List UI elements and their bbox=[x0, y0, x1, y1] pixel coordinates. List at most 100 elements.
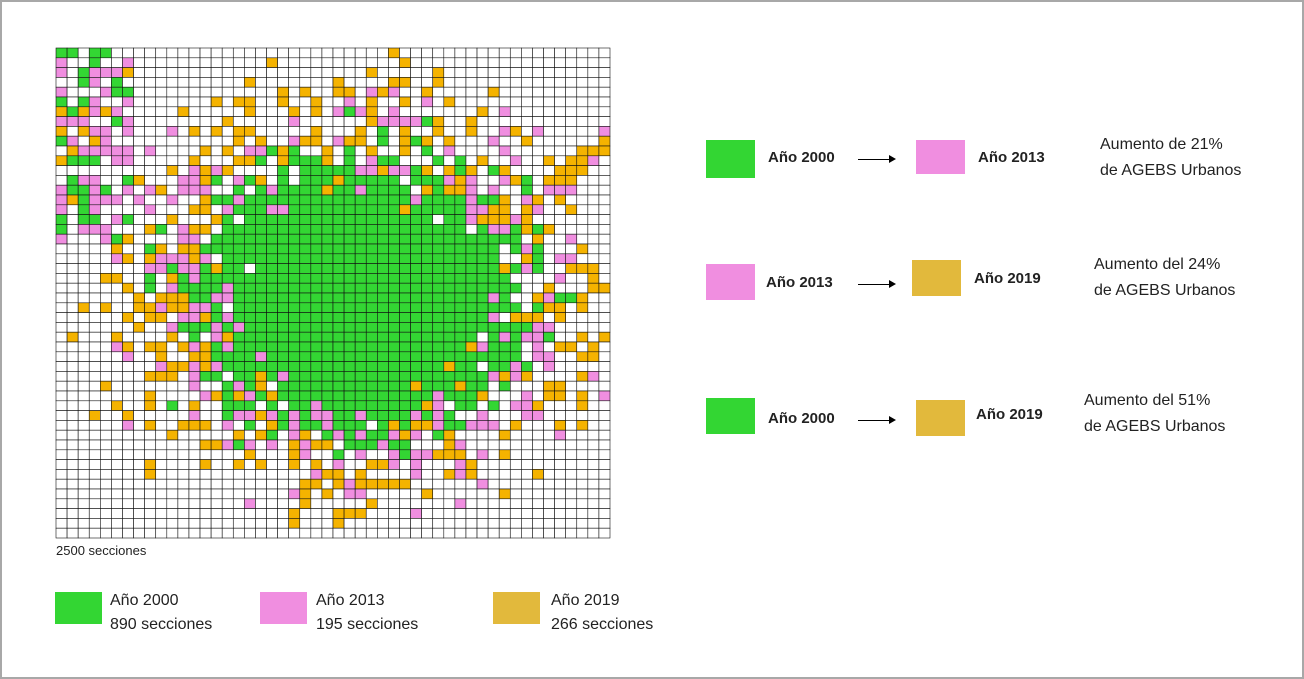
grid-cell bbox=[299, 322, 312, 333]
grid-cell bbox=[255, 410, 267, 421]
grid-cell bbox=[288, 243, 301, 255]
grid-cell bbox=[288, 449, 301, 460]
grid-cell bbox=[465, 312, 478, 323]
grid-cell bbox=[88, 282, 101, 294]
grid-cell bbox=[332, 243, 345, 255]
grid-cell bbox=[587, 341, 600, 353]
grid-cell bbox=[232, 410, 245, 421]
grid-cell bbox=[354, 292, 367, 304]
grid-cell bbox=[454, 155, 467, 166]
grid-cell bbox=[144, 498, 157, 509]
grid-cell bbox=[177, 488, 190, 500]
grid-cell bbox=[509, 498, 522, 509]
grid-cell bbox=[543, 67, 555, 78]
grid-cell bbox=[232, 47, 245, 59]
grid-cell bbox=[122, 351, 134, 362]
grid-cell bbox=[199, 518, 212, 529]
grid-cell bbox=[509, 253, 522, 264]
grid-cell bbox=[454, 243, 467, 255]
grid-cell bbox=[410, 233, 422, 245]
grid-cell bbox=[122, 214, 134, 225]
to-label: Año 2019 bbox=[974, 270, 1041, 287]
grid-cell bbox=[432, 165, 445, 176]
grid-cell bbox=[399, 361, 411, 372]
grid-cell bbox=[532, 322, 544, 333]
grid-cell bbox=[465, 380, 478, 392]
grid-cell bbox=[310, 47, 323, 59]
grid-cell bbox=[111, 527, 123, 539]
grid-cell bbox=[543, 135, 555, 147]
grid-cell bbox=[498, 175, 511, 186]
grid-cell bbox=[354, 57, 367, 68]
grid-cell bbox=[598, 175, 611, 186]
grid-cell bbox=[377, 273, 389, 284]
grid-cell bbox=[221, 135, 234, 147]
grid-cell bbox=[299, 469, 312, 480]
description: de AGEBS Urbanos bbox=[1100, 162, 1242, 179]
grid-cell bbox=[476, 86, 489, 98]
grid-cell bbox=[521, 116, 533, 127]
grid-cell bbox=[388, 126, 400, 137]
grid-cell bbox=[421, 459, 434, 470]
grid-cell bbox=[465, 282, 478, 294]
grid-cell bbox=[188, 380, 201, 392]
grid-cell bbox=[587, 106, 600, 117]
grid-cell bbox=[487, 498, 500, 509]
grid-cell bbox=[232, 459, 245, 470]
grid-cell bbox=[188, 86, 201, 98]
grid-cell bbox=[598, 508, 611, 519]
grid-cell bbox=[587, 429, 600, 441]
grid-cell bbox=[532, 243, 544, 255]
grid-cell bbox=[111, 47, 123, 59]
grid-cell bbox=[432, 341, 445, 353]
grid-cell bbox=[354, 302, 367, 313]
grid-cell bbox=[55, 224, 68, 235]
grid-cell bbox=[88, 518, 101, 529]
grid-cell bbox=[244, 508, 256, 519]
grid-cell bbox=[66, 263, 79, 274]
grid-cell bbox=[598, 371, 611, 382]
grid-cell bbox=[299, 253, 312, 264]
grid-cell bbox=[388, 380, 400, 392]
grid-cell bbox=[421, 420, 434, 431]
grid-cell bbox=[277, 194, 289, 206]
grid-cell bbox=[521, 175, 533, 186]
grid-cell bbox=[310, 292, 323, 304]
grid-cell bbox=[532, 47, 544, 59]
grid-cell bbox=[410, 410, 422, 421]
grid-cell bbox=[199, 478, 212, 490]
grid-cell bbox=[255, 96, 267, 108]
grid-cell bbox=[465, 263, 478, 274]
grid-cell bbox=[354, 361, 367, 372]
grid-cell bbox=[255, 420, 267, 431]
grid-cell bbox=[88, 390, 101, 402]
grid-cell bbox=[310, 449, 323, 460]
grid-cell bbox=[244, 439, 256, 451]
grid-cell bbox=[476, 429, 489, 441]
grid-cell bbox=[343, 155, 356, 166]
grid-cell bbox=[443, 331, 456, 343]
grid-cell bbox=[388, 253, 400, 264]
grid-cell bbox=[255, 86, 267, 98]
grid-cell bbox=[288, 135, 301, 147]
grid-cell bbox=[576, 243, 589, 255]
grid-cell bbox=[122, 155, 134, 166]
grid-cell bbox=[487, 126, 500, 137]
grid-cell bbox=[432, 478, 445, 490]
grid-cell bbox=[177, 478, 190, 490]
grid-cell bbox=[487, 57, 500, 68]
grid-cell bbox=[144, 400, 157, 411]
grid-cell bbox=[232, 282, 245, 294]
grid-cell bbox=[465, 184, 478, 196]
grid-cell bbox=[532, 145, 544, 157]
grid-cell bbox=[111, 165, 123, 176]
grid-cell bbox=[476, 498, 489, 509]
grid-cell bbox=[576, 527, 589, 539]
grid-cell bbox=[388, 390, 400, 402]
grid-cell bbox=[354, 204, 367, 215]
grid-cell bbox=[487, 302, 500, 313]
grid-cell bbox=[188, 322, 201, 333]
grid-cell bbox=[388, 469, 400, 480]
grid-cell bbox=[100, 273, 112, 284]
grid-cell bbox=[88, 273, 101, 284]
